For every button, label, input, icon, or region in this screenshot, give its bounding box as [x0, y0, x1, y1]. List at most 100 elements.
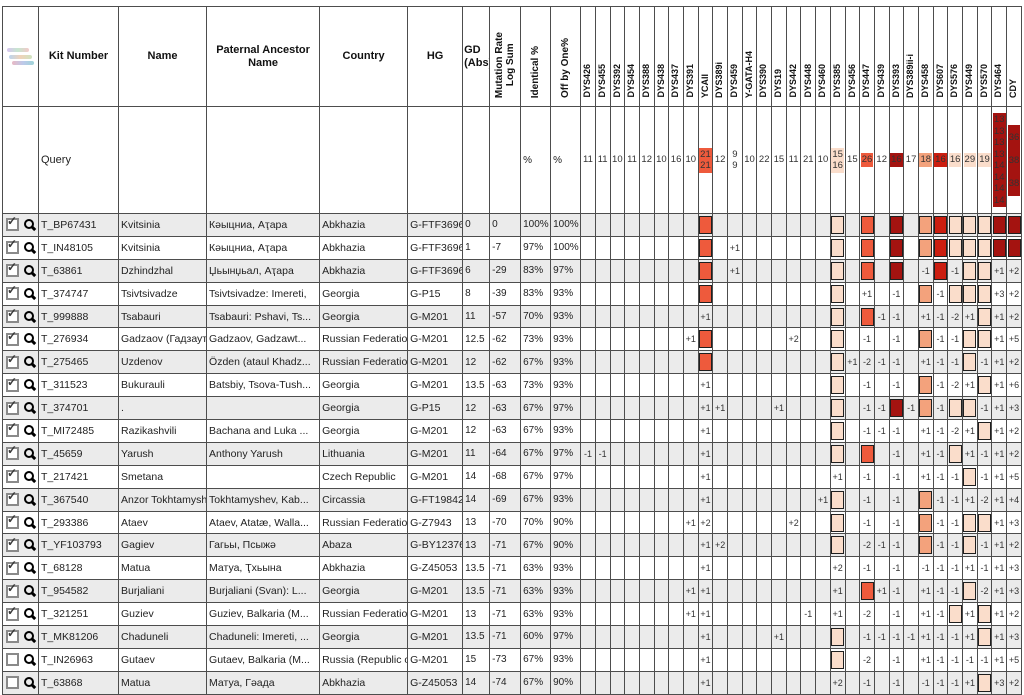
row-select-checkbox[interactable]: ✓ [6, 604, 19, 621]
magnifier-icon[interactable] [23, 332, 37, 346]
country-cell: Georgia [319, 579, 409, 604]
row-select-checkbox[interactable]: ✓ [6, 237, 19, 255]
marker-cell-dys455 [594, 235, 611, 260]
marker-cell-dys459 [727, 441, 743, 466]
marker-heat-cell [831, 284, 845, 303]
row-select-checkbox[interactable]: ✓ [6, 214, 19, 232]
row-select-checkbox[interactable] [6, 676, 19, 690]
marker-cell-cdy: +2 [1006, 281, 1022, 306]
marker-cell-dys607: -1 [932, 487, 949, 512]
marker-header-dys390: DYS390 [756, 6, 773, 107]
marker-cell-dys389ii-i [903, 281, 919, 306]
marker-heat-cell [890, 215, 903, 234]
row-select-checkbox[interactable]: ✓ [6, 443, 19, 461]
marker-cell-dys390 [756, 327, 773, 352]
magnifier-icon[interactable] [23, 630, 37, 644]
country-cell: Georgia [319, 625, 409, 649]
row-select-checkbox[interactable]: ✓ [6, 306, 19, 323]
country-cell: Abaza [319, 533, 409, 558]
paternal-ancestor-cell: Chaduneli: Imereti, ... [206, 625, 321, 649]
query-marker-value-dys570: 19 [976, 106, 993, 214]
marker-cell-dys393 [888, 396, 905, 421]
magnifier-icon[interactable] [23, 287, 37, 301]
row-select-checkbox[interactable]: ✓ [6, 466, 19, 484]
magnifier-icon[interactable] [23, 676, 37, 690]
row-select-checkbox[interactable]: ✓ [6, 489, 19, 507]
marker-cell-dys454 [624, 350, 640, 375]
marker-cell-ycaii: +1 [697, 579, 714, 604]
query-marker-block: 12 [714, 154, 726, 166]
magnifier-handle [30, 408, 36, 415]
row-select-checkbox[interactable]: ✓ [6, 512, 19, 530]
paternal-ancestor-cell: Gutaev, Balkaria (M... [206, 647, 321, 672]
row-select-checkbox[interactable]: ✓ [6, 581, 19, 598]
row-select-checkbox[interactable]: ✓ [6, 352, 19, 369]
marker-cell-ycaii [697, 235, 714, 260]
magnifier-icon[interactable] [23, 607, 37, 621]
row-select-checkbox[interactable]: ✓ [6, 398, 19, 415]
rotated-marker-label: DYS385 [831, 64, 842, 98]
marker-cell-dys447: -1 [859, 373, 875, 398]
marker-cell-dys576: -1 [947, 258, 963, 283]
magnifier-icon[interactable] [23, 538, 37, 552]
marker-cell-dys456 [844, 235, 861, 260]
identical-pct-cell: 100% [520, 213, 552, 237]
marker-cell-dys449: +1 [962, 304, 978, 329]
row-select-checkbox[interactable]: ✓ [6, 627, 19, 644]
marker-cell-dys438 [653, 670, 670, 695]
marker-cell-dys385 [829, 235, 846, 260]
row-select-checkbox[interactable]: ✓ [6, 558, 19, 575]
magnifier-icon[interactable] [23, 424, 37, 438]
marker-cell-dys454 [624, 647, 640, 672]
marker-cell-dys576 [947, 213, 963, 237]
marker-cell-dys448 [800, 213, 817, 237]
hg-cell: G-M201 [407, 327, 464, 352]
query-marker-value-dys390: 22 [756, 106, 773, 214]
magnifier-icon[interactable] [23, 653, 37, 667]
magnifier-icon[interactable] [23, 561, 37, 575]
hg-cell: G-M201 [407, 350, 464, 375]
marker-cell-dys459 [727, 281, 743, 306]
query-marker-block: 13 13 13 13 14 14 14 14 [992, 113, 1006, 207]
row-select-checkbox[interactable]: ✓ [6, 260, 19, 278]
marker-cell-dys458: -1 [917, 258, 934, 283]
marker-cell-dys388 [638, 419, 655, 443]
magnifier-icon[interactable] [23, 241, 37, 255]
marker-heat-cell [963, 215, 977, 234]
magnifier-icon[interactable] [23, 218, 37, 232]
table-row: ✓ T_374747 Tsivtsivadze Tsivtsivadze: Imere… [2, 281, 1022, 306]
marker-cell-dys455 [594, 327, 611, 352]
row-select-checkbox[interactable]: ✓ [6, 421, 19, 438]
row-select-checkbox[interactable]: ✓ [6, 283, 19, 301]
marker-heat-cell [963, 353, 977, 372]
marker-cell-dys455 [594, 464, 611, 489]
row-select-checkbox[interactable]: ✓ [6, 375, 19, 392]
magnifier-icon[interactable] [23, 355, 37, 369]
marker-cell-dys448 [800, 281, 817, 306]
magnifier-icon[interactable] [23, 401, 37, 415]
marker-cell-dys607: -1 [932, 670, 949, 695]
magnifier-icon[interactable] [23, 516, 37, 530]
magnifier-icon[interactable] [23, 493, 37, 507]
magnifier-icon[interactable] [23, 264, 37, 278]
marker-cell-dys438 [653, 441, 670, 466]
marker-heat-cell [948, 444, 962, 463]
marker-cell-dys460 [815, 350, 831, 375]
row-select-checkbox[interactable] [6, 653, 19, 667]
marker-cell-dys392 [609, 441, 626, 466]
marker-cell-dys437 [668, 556, 684, 581]
magnifier-icon[interactable] [23, 378, 37, 392]
country-cell: Russian Federation [319, 327, 409, 352]
row-select-checkbox[interactable]: ✓ [6, 329, 19, 346]
magnifier-icon[interactable] [23, 584, 37, 598]
marker-cell-dys455 [594, 670, 611, 695]
magnifier-icon[interactable] [23, 470, 37, 484]
offby-one-pct-cell: 93% [550, 281, 582, 306]
magnifier-icon[interactable] [23, 310, 37, 324]
marker-heat-cell [831, 353, 845, 372]
gd-cell: 14 [462, 670, 491, 695]
marker-header-dys439: DYS439 [873, 6, 890, 107]
marker-cell-dys19: +1 [771, 625, 787, 649]
magnifier-icon[interactable] [23, 447, 37, 461]
row-select-checkbox[interactable]: ✓ [6, 535, 19, 552]
